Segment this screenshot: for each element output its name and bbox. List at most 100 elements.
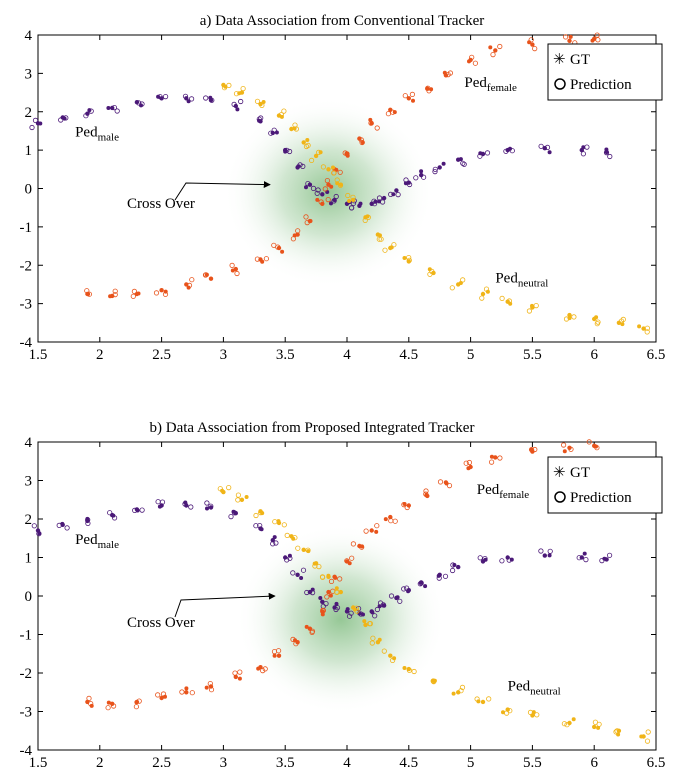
prediction-point (381, 648, 387, 654)
gt-point (424, 493, 429, 498)
gt-point (223, 84, 228, 89)
prediction-point (418, 580, 424, 586)
prediction-point (136, 100, 142, 106)
gt-point (620, 322, 625, 327)
gt-point (567, 312, 572, 318)
prediction-point (488, 459, 495, 465)
prediction-point (328, 578, 335, 585)
series-label-base: Ped (495, 271, 518, 287)
prediction-point (607, 153, 613, 160)
gt-point (402, 256, 407, 260)
prediction-point (139, 507, 145, 513)
prediction-point (235, 492, 241, 498)
gt-point (62, 116, 67, 121)
gt-point (260, 511, 265, 516)
gt-point (365, 214, 370, 219)
chart-title: a) Data Association from Conventional Tr… (200, 13, 485, 29)
gt-point (419, 169, 424, 174)
gt-point (257, 118, 262, 123)
gt-point (272, 535, 277, 540)
gt-point (467, 59, 471, 64)
gt-point (186, 99, 191, 104)
gt-point (370, 610, 375, 615)
prediction-point (105, 705, 111, 711)
prediction-point (286, 148, 293, 155)
prediction-point (203, 95, 209, 101)
gt-point (547, 150, 552, 155)
x-tick-label: 5.5 (523, 755, 542, 771)
gt-point (208, 95, 213, 100)
prediction-point (290, 570, 296, 576)
prediction-point (259, 102, 265, 109)
gt-point (604, 147, 609, 152)
prediction-point (310, 185, 317, 191)
prediction-point (208, 503, 214, 509)
prediction-point (372, 613, 378, 619)
prediction-point (437, 479, 444, 485)
prediction-point (257, 522, 263, 529)
gt-point (347, 199, 352, 203)
prediction-point (534, 712, 540, 718)
prediction-point (314, 190, 320, 196)
prediction-point (385, 111, 391, 117)
gt-point (483, 557, 488, 562)
prediction-point (644, 329, 650, 335)
highlight-glow (235, 524, 446, 715)
prediction-point (85, 520, 91, 527)
prediction-point (395, 192, 401, 198)
gt-point (581, 145, 586, 150)
prediction-point (477, 555, 483, 561)
x-tick-label: 3.5 (276, 755, 295, 771)
gt-point (362, 619, 367, 624)
prediction-point (346, 613, 353, 619)
prediction-point (568, 446, 574, 452)
prediction-point (271, 648, 278, 655)
y-tick-label: -3 (20, 297, 33, 313)
gt-point (602, 556, 607, 561)
prediction-point (303, 214, 309, 220)
gt-point (383, 517, 388, 522)
prediction-point (423, 488, 429, 494)
prediction-point (273, 540, 279, 546)
gt-point (159, 695, 164, 701)
prediction-point (392, 518, 398, 524)
gt-point (360, 140, 365, 145)
prediction-point (254, 256, 260, 262)
series-label-sub: neutral (518, 278, 549, 290)
x-tick-label: 6.5 (647, 347, 666, 363)
gt-point (220, 488, 225, 493)
gt-point (256, 666, 261, 671)
prediction-point (231, 101, 237, 108)
gt-point (442, 70, 447, 75)
gt-point (391, 192, 396, 197)
prediction-point (406, 255, 412, 261)
prediction-point (350, 194, 356, 200)
x-tick-label: 5 (467, 755, 475, 771)
gt-point (406, 96, 411, 101)
gt-point (37, 531, 42, 536)
y-tick-label: 1 (25, 143, 33, 159)
legend: ✳ GT Prediction (547, 456, 663, 514)
legend-prediction-label: Prediction (570, 490, 632, 506)
gt-point (334, 601, 339, 606)
gt-point (406, 589, 411, 594)
gt-point (358, 201, 363, 206)
prediction-point (189, 690, 195, 696)
gt-point (345, 153, 350, 158)
prediction-point (309, 629, 315, 636)
prediction-point (367, 620, 373, 627)
prediction-point (409, 91, 415, 98)
gt-point (458, 281, 463, 285)
prediction-point (391, 242, 397, 248)
x-tick-label: 3 (220, 347, 228, 363)
prediction-point (208, 687, 215, 693)
gt-point (134, 700, 139, 705)
prediction-circle-icon (554, 491, 566, 503)
y-tick-label: 4 (25, 28, 33, 44)
prediction-point (458, 688, 464, 694)
y-tick-label: 0 (25, 589, 33, 605)
gt-point (326, 589, 331, 595)
gt-point (444, 481, 449, 486)
gt-point (571, 717, 576, 722)
